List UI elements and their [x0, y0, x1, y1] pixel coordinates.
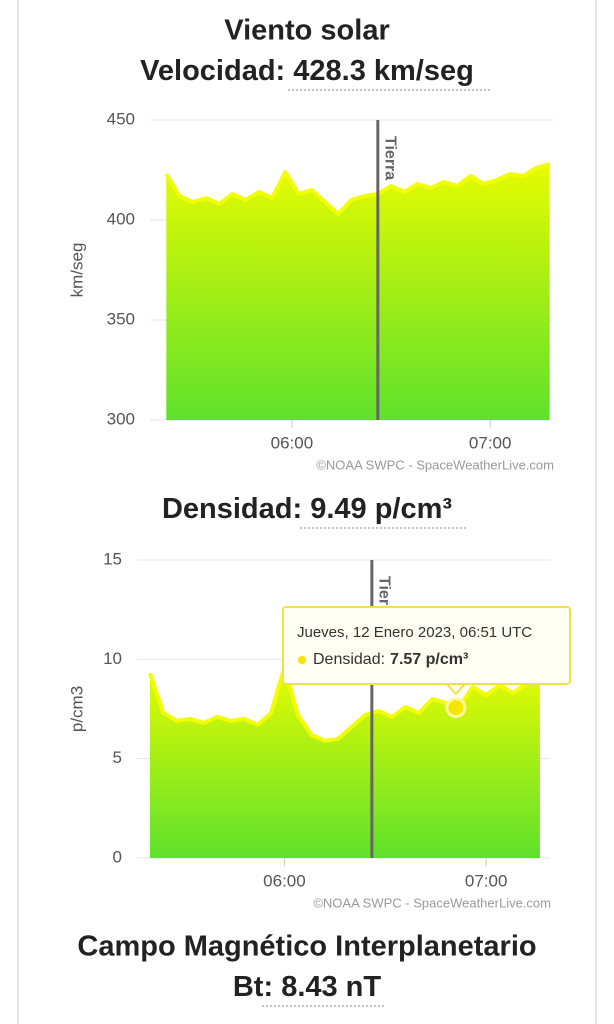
y-tick-label: 400 [107, 209, 135, 228]
tooltip-bullet [298, 656, 306, 664]
tooltip-date: Jueves, 12 Enero 2023, 06:51 UTC [297, 624, 532, 641]
credit: ©NOAA SWPC - SpaceWeatherLive.com [313, 895, 551, 910]
label: Densidad: [162, 493, 302, 525]
y-axis-label: p/cm3 [67, 686, 86, 732]
label: Bt: [233, 971, 273, 1003]
hover-point [445, 697, 467, 719]
x-tick-label: 06:00 [263, 871, 306, 890]
y-tick-label: 0 [113, 847, 122, 866]
value: 8.43 nT [281, 971, 381, 1003]
y-tick-label: 450 [107, 109, 135, 128]
density-readout: Densidad: 9.49 p/cm³ [162, 493, 452, 525]
velocity-readout: Velocidad: 428.3 km/seg [140, 55, 474, 87]
earth-label: Tierra [382, 136, 399, 180]
area [150, 667, 540, 858]
x-tick-label: 07:00 [465, 871, 508, 890]
area-line [148, 665, 541, 743]
y-tick-label: 10 [103, 649, 122, 668]
title: Viento solar [224, 15, 389, 47]
y-axis-label: km/seg [67, 243, 86, 298]
imf-title: Campo Magnético Interplanetario [77, 931, 536, 963]
tooltip-line: Densidad: 7.57 p/cm³ [313, 651, 468, 668]
label: Velocidad: [140, 55, 285, 87]
y-tick-label: 350 [107, 309, 135, 328]
value: 428.3 km/seg [293, 55, 474, 87]
value: 9.49 p/cm³ [310, 493, 452, 525]
tooltip-label: Densidad: [313, 651, 385, 668]
bt-readout: Bt: 8.43 nT [233, 971, 382, 1003]
tooltip-value: 7.57 p/cm³ [390, 651, 468, 668]
y-tick-label: 5 [113, 748, 122, 767]
y-tick-label: 300 [107, 409, 135, 428]
tooltip-arrow [444, 683, 468, 696]
area-line [164, 162, 551, 216]
tooltip-box [282, 606, 571, 685]
area [166, 164, 550, 420]
x-tick-label: 07:00 [469, 433, 512, 452]
y-tick-label: 15 [103, 549, 122, 568]
credit: ©NOAA SWPC - SpaceWeatherLive.com [316, 457, 554, 472]
x-tick-label: 06:00 [271, 433, 314, 452]
